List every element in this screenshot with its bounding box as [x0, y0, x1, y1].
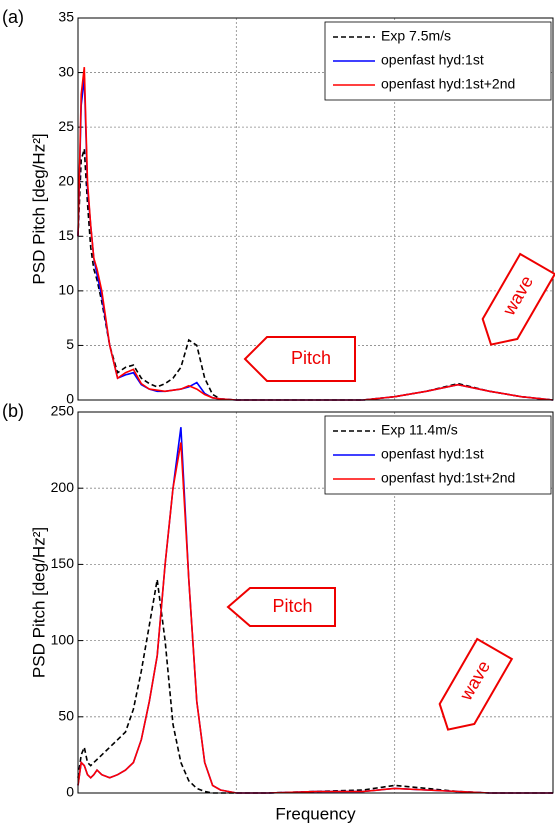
legend-label: openfast hyd:1st+2nd	[381, 470, 515, 486]
y-tick-label: 10	[58, 282, 74, 298]
y-tick-label: 30	[58, 63, 74, 79]
y-tick-label: 35	[58, 9, 74, 25]
panel-label: (a)	[2, 7, 24, 27]
y-tick-label: 250	[51, 403, 75, 419]
y-tick-label: 200	[51, 479, 75, 495]
y-tick-label: 0	[66, 784, 74, 800]
series-line	[77, 579, 553, 794]
series-line	[77, 442, 553, 794]
legend-label: Exp 11.4m/s	[381, 422, 458, 438]
y-tick-label: 150	[51, 555, 75, 571]
annotation-arrow	[438, 637, 514, 731]
y-tick-label: 0	[66, 391, 74, 407]
annotation-group: wave	[438, 637, 514, 731]
x-axis-label: Frequency	[275, 804, 356, 823]
annotation-arrow	[481, 252, 555, 346]
y-axis-label: PSD Pitch [deg/Hz²]	[29, 133, 48, 284]
panel-label: (b)	[2, 401, 24, 421]
y-tick-label: 15	[58, 227, 74, 243]
y-tick-label: 20	[58, 172, 74, 188]
plot-frame	[77, 17, 554, 401]
legend-label: Exp 7.5m/s	[381, 28, 451, 44]
annotation-group: wave	[481, 252, 555, 346]
y-tick-label: 25	[58, 118, 74, 134]
annotation-text: Pitch	[291, 348, 331, 368]
y-tick-label: 100	[51, 631, 75, 647]
series-line	[77, 67, 554, 401]
annotation-arrow	[243, 336, 356, 382]
annotation-text: Pitch	[272, 596, 312, 616]
legend-label: openfast hyd:1st	[381, 446, 484, 462]
legend-label: openfast hyd:1st	[381, 52, 484, 68]
y-tick-label: 5	[66, 336, 74, 352]
annotation-arrow	[226, 587, 336, 627]
y-tick-label: 50	[58, 708, 74, 724]
legend-label: openfast hyd:1st+2nd	[381, 76, 515, 92]
plot-frame	[77, 411, 554, 794]
y-axis-label: PSD Pitch [deg/Hz²]	[29, 527, 48, 678]
